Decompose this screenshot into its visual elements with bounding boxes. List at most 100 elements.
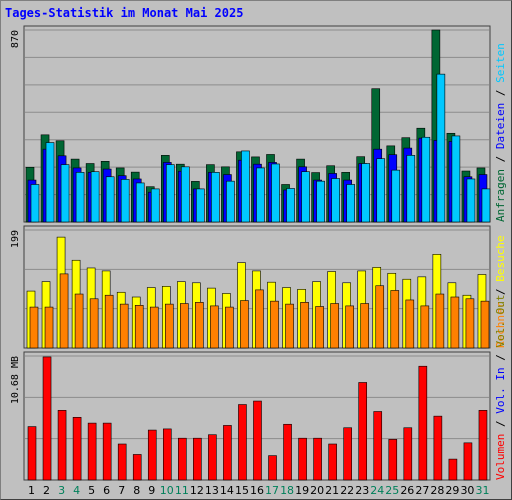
top-bar-seiten [481,188,491,223]
legend-part: / [494,149,507,169]
bottom-bar-volumen [178,437,187,481]
middle-bar-rechner [89,298,99,349]
bottom-bar-volumen [57,410,67,481]
bottom-bar-volumen [268,455,277,481]
top-bar-seiten [120,179,130,223]
bottom-legend-label: Volumen / Vol. In / Vol. Out [494,295,507,480]
top-bar-seiten [436,73,446,223]
top-bar-seiten [271,163,280,223]
day-label: 28 [430,484,444,497]
day-label: 7 [118,484,125,497]
bottom-bar-volumen [193,437,202,481]
middle-bar-rechner [164,303,174,349]
bottom-bar-volumen [313,437,322,481]
chart-title: Tages-Statistik im Monat Mai 2025 [5,6,244,20]
day-label: 31 [475,484,489,497]
bottom-bar-volumen [358,382,368,481]
legend-part: Vol. In [494,367,507,413]
top-ymax-label: 870 [10,30,21,48]
legend-part: Volumen [494,434,507,480]
bottom-bar-volumen [388,439,398,481]
top-bar-seiten [286,188,295,223]
day-label: 11 [175,484,189,497]
bottom-bar-volumen [298,437,307,481]
day-label: 5 [88,484,95,497]
middle-bar-rechner [315,306,324,349]
middle-bar-rechner [360,303,370,349]
middle-bar-rechner [74,293,84,349]
middle-legend-label: Rechner / Besuche [494,235,507,348]
bottom-bar-volumen [42,356,52,481]
middle-bar-rechner [480,300,490,349]
day-label: 16 [250,484,264,497]
day-label: 2 [43,484,50,497]
top-bar-seiten [165,164,175,223]
middle-bar-rechner [345,305,354,349]
middle-bar-rechner [270,300,279,349]
middle-bar-rechner [435,293,445,349]
bottom-bar-volumen [403,427,413,481]
bottom-bar-volumen [238,404,247,481]
middle-bar-rechner [285,303,294,349]
top-bar-seiten [211,172,220,223]
top-bar-seiten [150,188,160,223]
top-bar-seiten [30,184,40,223]
day-label: 26 [400,484,414,497]
legend-part: Vol. Out [494,295,507,348]
bottom-bar-volumen [283,423,292,481]
top-bar-seiten [361,163,371,223]
top-bar-seiten [466,178,476,223]
top-bar-seiten [241,150,250,223]
top-bar-seiten [301,171,310,223]
middle-bar-rechner [149,306,159,349]
day-label: 8 [133,484,140,497]
day-label: 21 [325,484,339,497]
middle-bar-rechner [330,303,339,349]
top-bar-seiten [421,136,431,223]
bottom-bar-volumen [418,365,428,481]
bottom-bar-volumen [448,458,458,481]
bottom-bar-volumen [433,415,443,481]
middle-bar-rechner [300,302,309,349]
top-bar-seiten [226,180,235,223]
bottom-bar-volumen [373,411,383,481]
bottom-bar-volumen [102,422,112,481]
bottom-bar-volumen [87,422,97,481]
middle-bar-rechner [134,305,144,349]
legend-part: Dateien [494,103,507,149]
top-bar-seiten [135,182,145,223]
day-label: 4 [73,484,80,497]
day-label: 13 [205,484,219,497]
top-bar-seiten [45,142,55,223]
day-label: 29 [445,484,459,497]
bottom-bar-volumen [208,434,217,481]
day-label: 3 [58,484,65,497]
legend-part: / [494,282,507,302]
middle-ymax-label: 199 [10,230,21,248]
middle-bar-rechner [210,305,219,349]
day-label: 23 [355,484,369,497]
day-label: 18 [280,484,294,497]
top-legend-label: Anfragen / Dateien / Seiten [494,43,507,222]
day-label: 10 [160,484,174,497]
day-label: 17 [265,484,279,497]
top-bar-seiten [75,172,85,223]
bottom-bar-volumen [223,425,232,481]
top-bar-seiten [181,166,190,223]
top-bar-seiten [60,164,70,223]
day-label: 20 [310,484,324,497]
middle-bar-rechner [44,306,54,349]
day-label: 19 [295,484,309,497]
middle-bar-rechner [119,303,129,349]
day-label: 1 [28,484,35,497]
legend-part: Anfragen [494,169,507,222]
legend-part: / [494,414,507,434]
bottom-bar-volumen [147,429,157,481]
day-label: 24 [370,484,384,497]
day-label: 9 [148,484,155,497]
bottom-bar-volumen [343,427,352,481]
top-bar-seiten [105,176,115,223]
bottom-bar-volumen [27,426,37,481]
top-bar-seiten [331,178,340,223]
